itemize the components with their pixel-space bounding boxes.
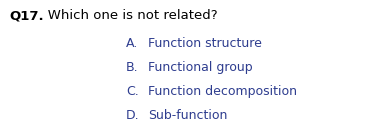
Text: A.: A. [126, 37, 138, 50]
Text: Which one is not related?: Which one is not related? [35, 9, 217, 22]
Text: Q17.: Q17. [9, 9, 44, 22]
Text: Function structure: Function structure [148, 37, 262, 50]
Text: Function decomposition: Function decomposition [148, 85, 297, 98]
Text: Sub-function: Sub-function [148, 109, 227, 122]
Text: C.: C. [126, 85, 139, 98]
Text: Functional group: Functional group [148, 61, 253, 74]
Text: B.: B. [126, 61, 139, 74]
Text: D.: D. [126, 109, 139, 122]
